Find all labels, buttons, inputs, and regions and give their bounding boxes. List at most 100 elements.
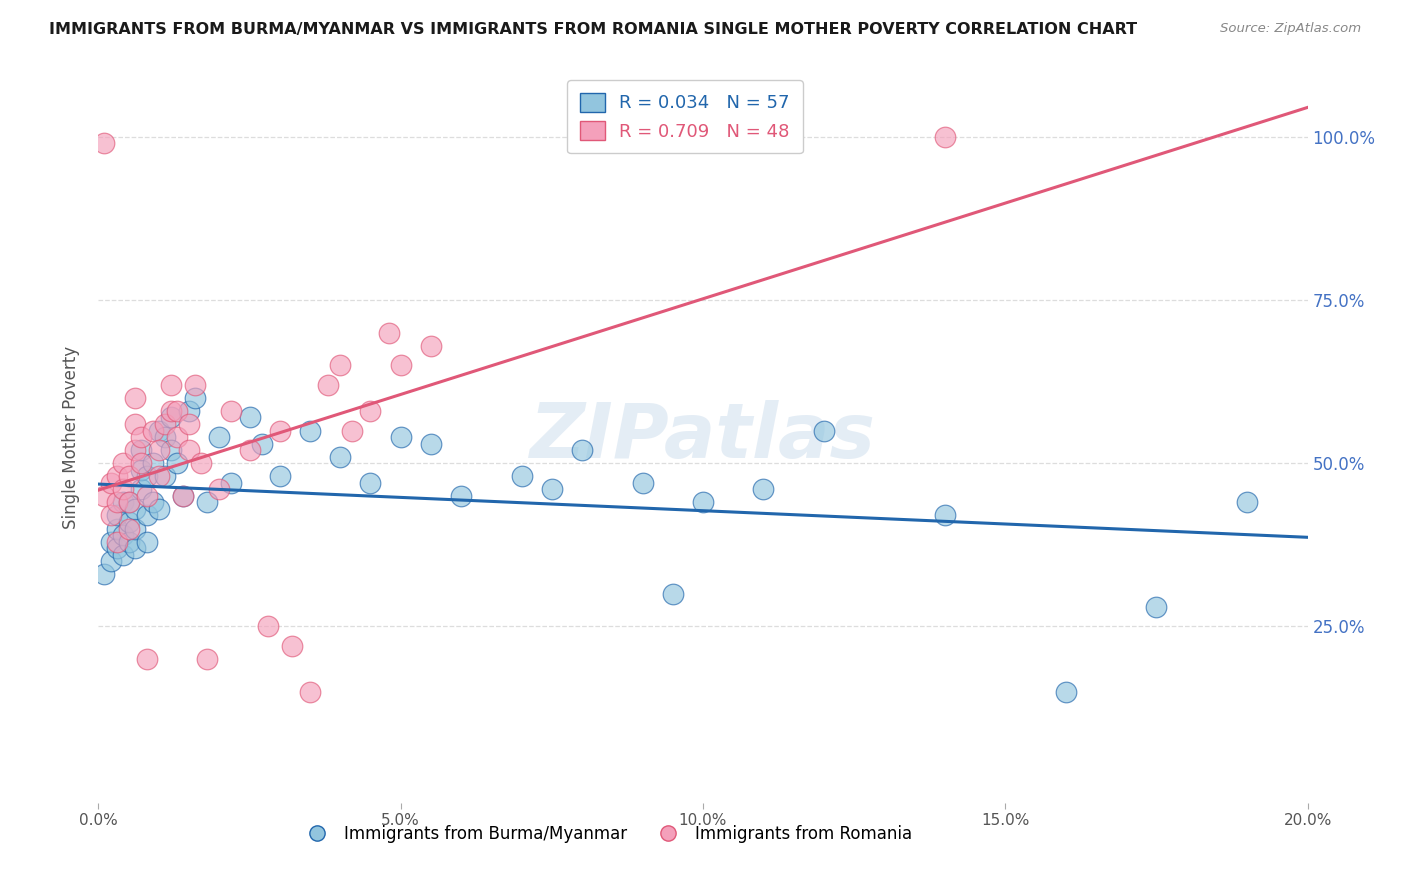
Point xyxy=(299,685,322,699)
Point xyxy=(377,326,399,340)
Y-axis label: Single Mother Poverty: Single Mother Poverty xyxy=(62,345,80,529)
Point xyxy=(124,502,146,516)
Point xyxy=(221,475,243,490)
Point xyxy=(190,456,212,470)
Point xyxy=(420,338,443,352)
Point xyxy=(124,417,146,431)
Point xyxy=(179,404,201,418)
Point xyxy=(105,534,128,549)
Point xyxy=(1054,685,1077,699)
Point xyxy=(160,443,183,458)
Point xyxy=(179,443,201,458)
Point xyxy=(111,483,134,497)
Point xyxy=(299,424,322,438)
Point xyxy=(100,475,122,490)
Point xyxy=(142,424,165,438)
Point xyxy=(135,508,157,523)
Point xyxy=(316,377,339,392)
Point xyxy=(105,541,128,555)
Point xyxy=(129,456,152,470)
Legend: Immigrants from Burma/Myanmar, Immigrants from Romania: Immigrants from Burma/Myanmar, Immigrant… xyxy=(294,818,920,849)
Point xyxy=(360,475,382,490)
Point xyxy=(160,410,183,425)
Point xyxy=(100,508,122,523)
Point xyxy=(135,489,157,503)
Point xyxy=(142,495,165,509)
Point xyxy=(184,391,207,405)
Point xyxy=(389,358,412,372)
Point xyxy=(752,483,775,497)
Point xyxy=(360,404,382,418)
Point xyxy=(93,489,115,503)
Point xyxy=(142,456,165,470)
Point xyxy=(118,469,141,483)
Point xyxy=(153,430,176,444)
Point xyxy=(111,495,134,509)
Point xyxy=(389,430,412,444)
Point xyxy=(93,136,115,151)
Point xyxy=(329,358,352,372)
Point xyxy=(124,443,146,458)
Point xyxy=(1236,495,1258,509)
Point xyxy=(166,404,188,418)
Point xyxy=(153,469,176,483)
Point xyxy=(100,554,122,568)
Point xyxy=(105,495,128,509)
Point xyxy=(111,456,134,470)
Point xyxy=(250,436,273,450)
Point xyxy=(118,515,141,529)
Point xyxy=(124,521,146,535)
Text: Source: ZipAtlas.com: Source: ZipAtlas.com xyxy=(1220,22,1361,36)
Point xyxy=(1144,599,1167,614)
Point xyxy=(160,404,183,418)
Point xyxy=(934,508,956,523)
Point xyxy=(160,377,183,392)
Point xyxy=(692,495,714,509)
Point xyxy=(135,652,157,666)
Point xyxy=(148,443,170,458)
Point xyxy=(239,410,262,425)
Point xyxy=(813,424,835,438)
Point xyxy=(208,430,231,444)
Point xyxy=(148,424,170,438)
Point xyxy=(124,541,146,555)
Point xyxy=(269,424,291,438)
Point xyxy=(93,567,115,582)
Point xyxy=(118,495,141,509)
Point xyxy=(111,528,134,542)
Point xyxy=(172,489,194,503)
Point xyxy=(129,430,152,444)
Point xyxy=(135,534,157,549)
Point xyxy=(342,424,364,438)
Point xyxy=(118,495,141,509)
Point xyxy=(221,404,243,418)
Point xyxy=(148,469,170,483)
Point xyxy=(661,587,683,601)
Point xyxy=(118,521,141,535)
Point xyxy=(111,548,134,562)
Point xyxy=(148,502,170,516)
Point xyxy=(450,489,472,503)
Point xyxy=(329,450,352,464)
Point xyxy=(129,483,152,497)
Point xyxy=(239,443,262,458)
Point xyxy=(208,483,231,497)
Text: IMMIGRANTS FROM BURMA/MYANMAR VS IMMIGRANTS FROM ROMANIA SINGLE MOTHER POVERTY C: IMMIGRANTS FROM BURMA/MYANMAR VS IMMIGRA… xyxy=(49,22,1137,37)
Point xyxy=(105,508,128,523)
Point xyxy=(195,495,218,509)
Point xyxy=(105,469,128,483)
Point xyxy=(166,456,188,470)
Point xyxy=(118,534,141,549)
Point xyxy=(166,430,188,444)
Point xyxy=(172,489,194,503)
Point xyxy=(420,436,443,450)
Point xyxy=(100,534,122,549)
Point xyxy=(256,619,278,633)
Point xyxy=(184,377,207,392)
Point xyxy=(124,391,146,405)
Point xyxy=(269,469,291,483)
Point xyxy=(934,129,956,144)
Point xyxy=(135,469,157,483)
Point xyxy=(179,417,201,431)
Point xyxy=(631,475,654,490)
